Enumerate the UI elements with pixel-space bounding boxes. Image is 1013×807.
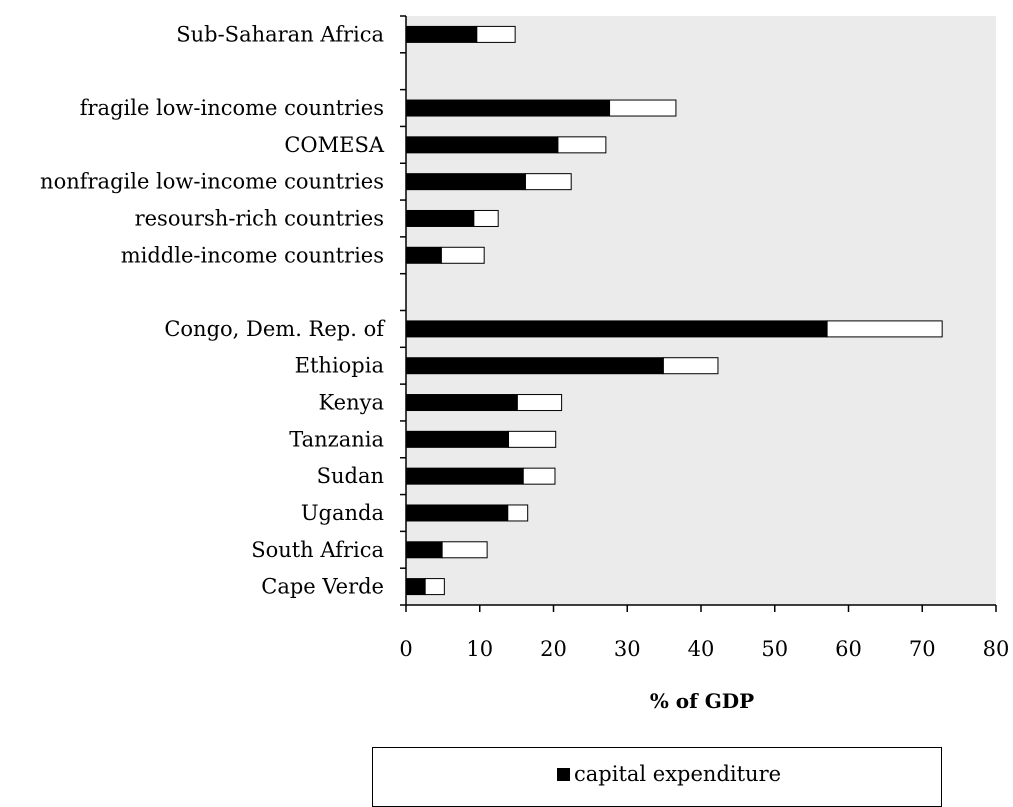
category-labels: Sub-Saharan Africa fragile low-income cou… [40, 22, 386, 598]
bar-segment-capital-expenditure [405, 357, 664, 375]
bar-segment-capital-expenditure [405, 541, 443, 559]
bar-segment-second-series [441, 541, 488, 559]
category-label: middle-income countries [121, 243, 384, 267]
bar-segment-second-series [522, 467, 556, 485]
bar-segment-second-series [524, 173, 572, 191]
x-tick-label: 50 [761, 637, 788, 661]
category-label: Sub-Saharan Africa [176, 22, 384, 46]
bar-segment-capital-expenditure [405, 173, 526, 191]
category-label: Ethiopia [295, 354, 384, 378]
category-label: South Africa [251, 538, 384, 562]
bar-segment-capital-expenditure [405, 99, 611, 117]
bar-segment-capital-expenditure [405, 209, 475, 227]
bar-segment-capital-expenditure [405, 246, 442, 264]
bar-segment-capital-expenditure [405, 25, 478, 43]
bar-segment-second-series [476, 25, 516, 43]
x-tick-label: 0 [399, 637, 412, 661]
category-label: resoursh-rich countries [135, 206, 384, 230]
x-axis-title: % of GDP [650, 689, 754, 713]
legend-swatch-black [557, 768, 570, 781]
legend-item-capital-expenditure: capital expenditure [557, 764, 781, 785]
bar-segment-second-series [440, 246, 485, 264]
bar-segment-capital-expenditure [405, 136, 559, 154]
bar-segment-second-series [557, 136, 607, 154]
bar-segment-capital-expenditure [405, 394, 518, 412]
x-tick-label: 20 [540, 637, 567, 661]
bar-segment-capital-expenditure [405, 578, 426, 596]
x-tick-label: 10 [466, 637, 493, 661]
category-label: Uganda [301, 501, 384, 525]
bar-chart: 0 10 20 30 40 50 60 70 80 Sub-Saharan Africa frag… [40, 15, 1010, 713]
bar-segment-capital-expenditure [405, 504, 509, 522]
bar-segment-capital-expenditure [405, 467, 524, 485]
x-tick-label: 30 [614, 637, 641, 661]
bar-segment-second-series [609, 99, 677, 117]
bar-segment-capital-expenditure [405, 320, 828, 338]
bar-segment-second-series [662, 357, 719, 375]
category-label: Congo, Dem. Rep. of [164, 317, 386, 341]
category-label: Cape Verde [261, 575, 384, 599]
category-label: Kenya [319, 391, 384, 415]
x-tick-label: 80 [983, 637, 1010, 661]
category-label: Sudan [317, 464, 384, 488]
bar-segment-second-series [516, 394, 563, 412]
category-label: Tanzania [289, 427, 384, 451]
y-axis [400, 15, 407, 606]
bar-segment-capital-expenditure [405, 430, 510, 448]
bar-segment-second-series [473, 209, 499, 227]
bar-segment-second-series [424, 578, 445, 596]
x-tick-label: 70 [909, 637, 936, 661]
category-label: fragile low-income countries [80, 96, 384, 120]
bar-segment-second-series [508, 430, 557, 448]
category-label: nonfragile low-income countries [40, 170, 384, 194]
category-label: COMESA [284, 133, 385, 157]
x-tick-label: 40 [688, 637, 715, 661]
x-tick-label: 60 [835, 637, 862, 661]
bar-segment-second-series [826, 320, 943, 338]
bar-segment-second-series [507, 504, 529, 522]
legend-label: capital expenditure [574, 762, 782, 786]
x-axis: 0 10 20 30 40 50 60 70 80 [399, 604, 1010, 661]
legend: capital expenditure [372, 747, 942, 807]
